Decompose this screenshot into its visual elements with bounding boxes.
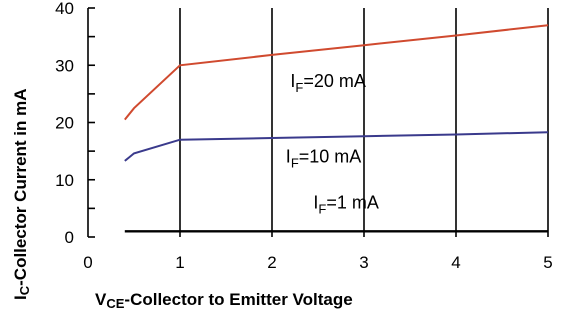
y-tick-labels: 0 10 20 30 40	[55, 0, 74, 247]
y-axis-label-sub: C	[17, 285, 32, 295]
annotation-main: I	[313, 192, 318, 212]
x-tick-labels: 0 1 2 3 4 5	[83, 253, 552, 272]
x-axis-label-main: V	[95, 290, 107, 309]
annotation-sub: F	[295, 80, 303, 95]
annotation-main: I	[286, 147, 291, 167]
y-tick-label: 30	[55, 56, 74, 75]
y-axis-label-rest: -Collector Current in mA	[11, 88, 30, 285]
series-annotation: IF=20 mA	[290, 71, 366, 95]
annotation-rest: =20 mA	[303, 71, 366, 91]
x-tick-label: 5	[543, 253, 552, 272]
y-tick-label: 0	[65, 228, 74, 247]
series-annotation: IF=1 mA	[313, 192, 379, 216]
annotation-rest: =1 mA	[326, 192, 379, 212]
x-tick-label: 3	[359, 253, 368, 272]
y-axis-label: IC-Collector Current in mA	[11, 88, 32, 300]
series-lines	[124, 24, 549, 233]
x-axis-label-rest: -Collector to Emitter Voltage	[124, 290, 352, 309]
x-axis-label: VCE-Collector to Emitter Voltage	[95, 290, 353, 311]
annotation-rest: =10 mA	[299, 147, 362, 167]
x-tick-label: 4	[451, 253, 460, 272]
x-axis-label-sub: CE	[106, 296, 124, 311]
y-tick-label: 20	[55, 114, 74, 133]
series-annotation: IF=10 mA	[286, 147, 362, 171]
x-tick-label: 0	[83, 253, 92, 272]
x-tick-label: 1	[175, 253, 184, 272]
series-line	[124, 131, 549, 162]
annotation-sub: F	[318, 201, 326, 216]
annotation-main: I	[290, 71, 295, 91]
x-tick-label: 2	[267, 253, 276, 272]
y-tick-label: 10	[55, 171, 74, 190]
y-axis-label-main: I	[11, 295, 30, 300]
annotation-sub: F	[291, 156, 299, 171]
y-tick-label: 40	[55, 0, 74, 18]
series-line	[124, 24, 549, 121]
